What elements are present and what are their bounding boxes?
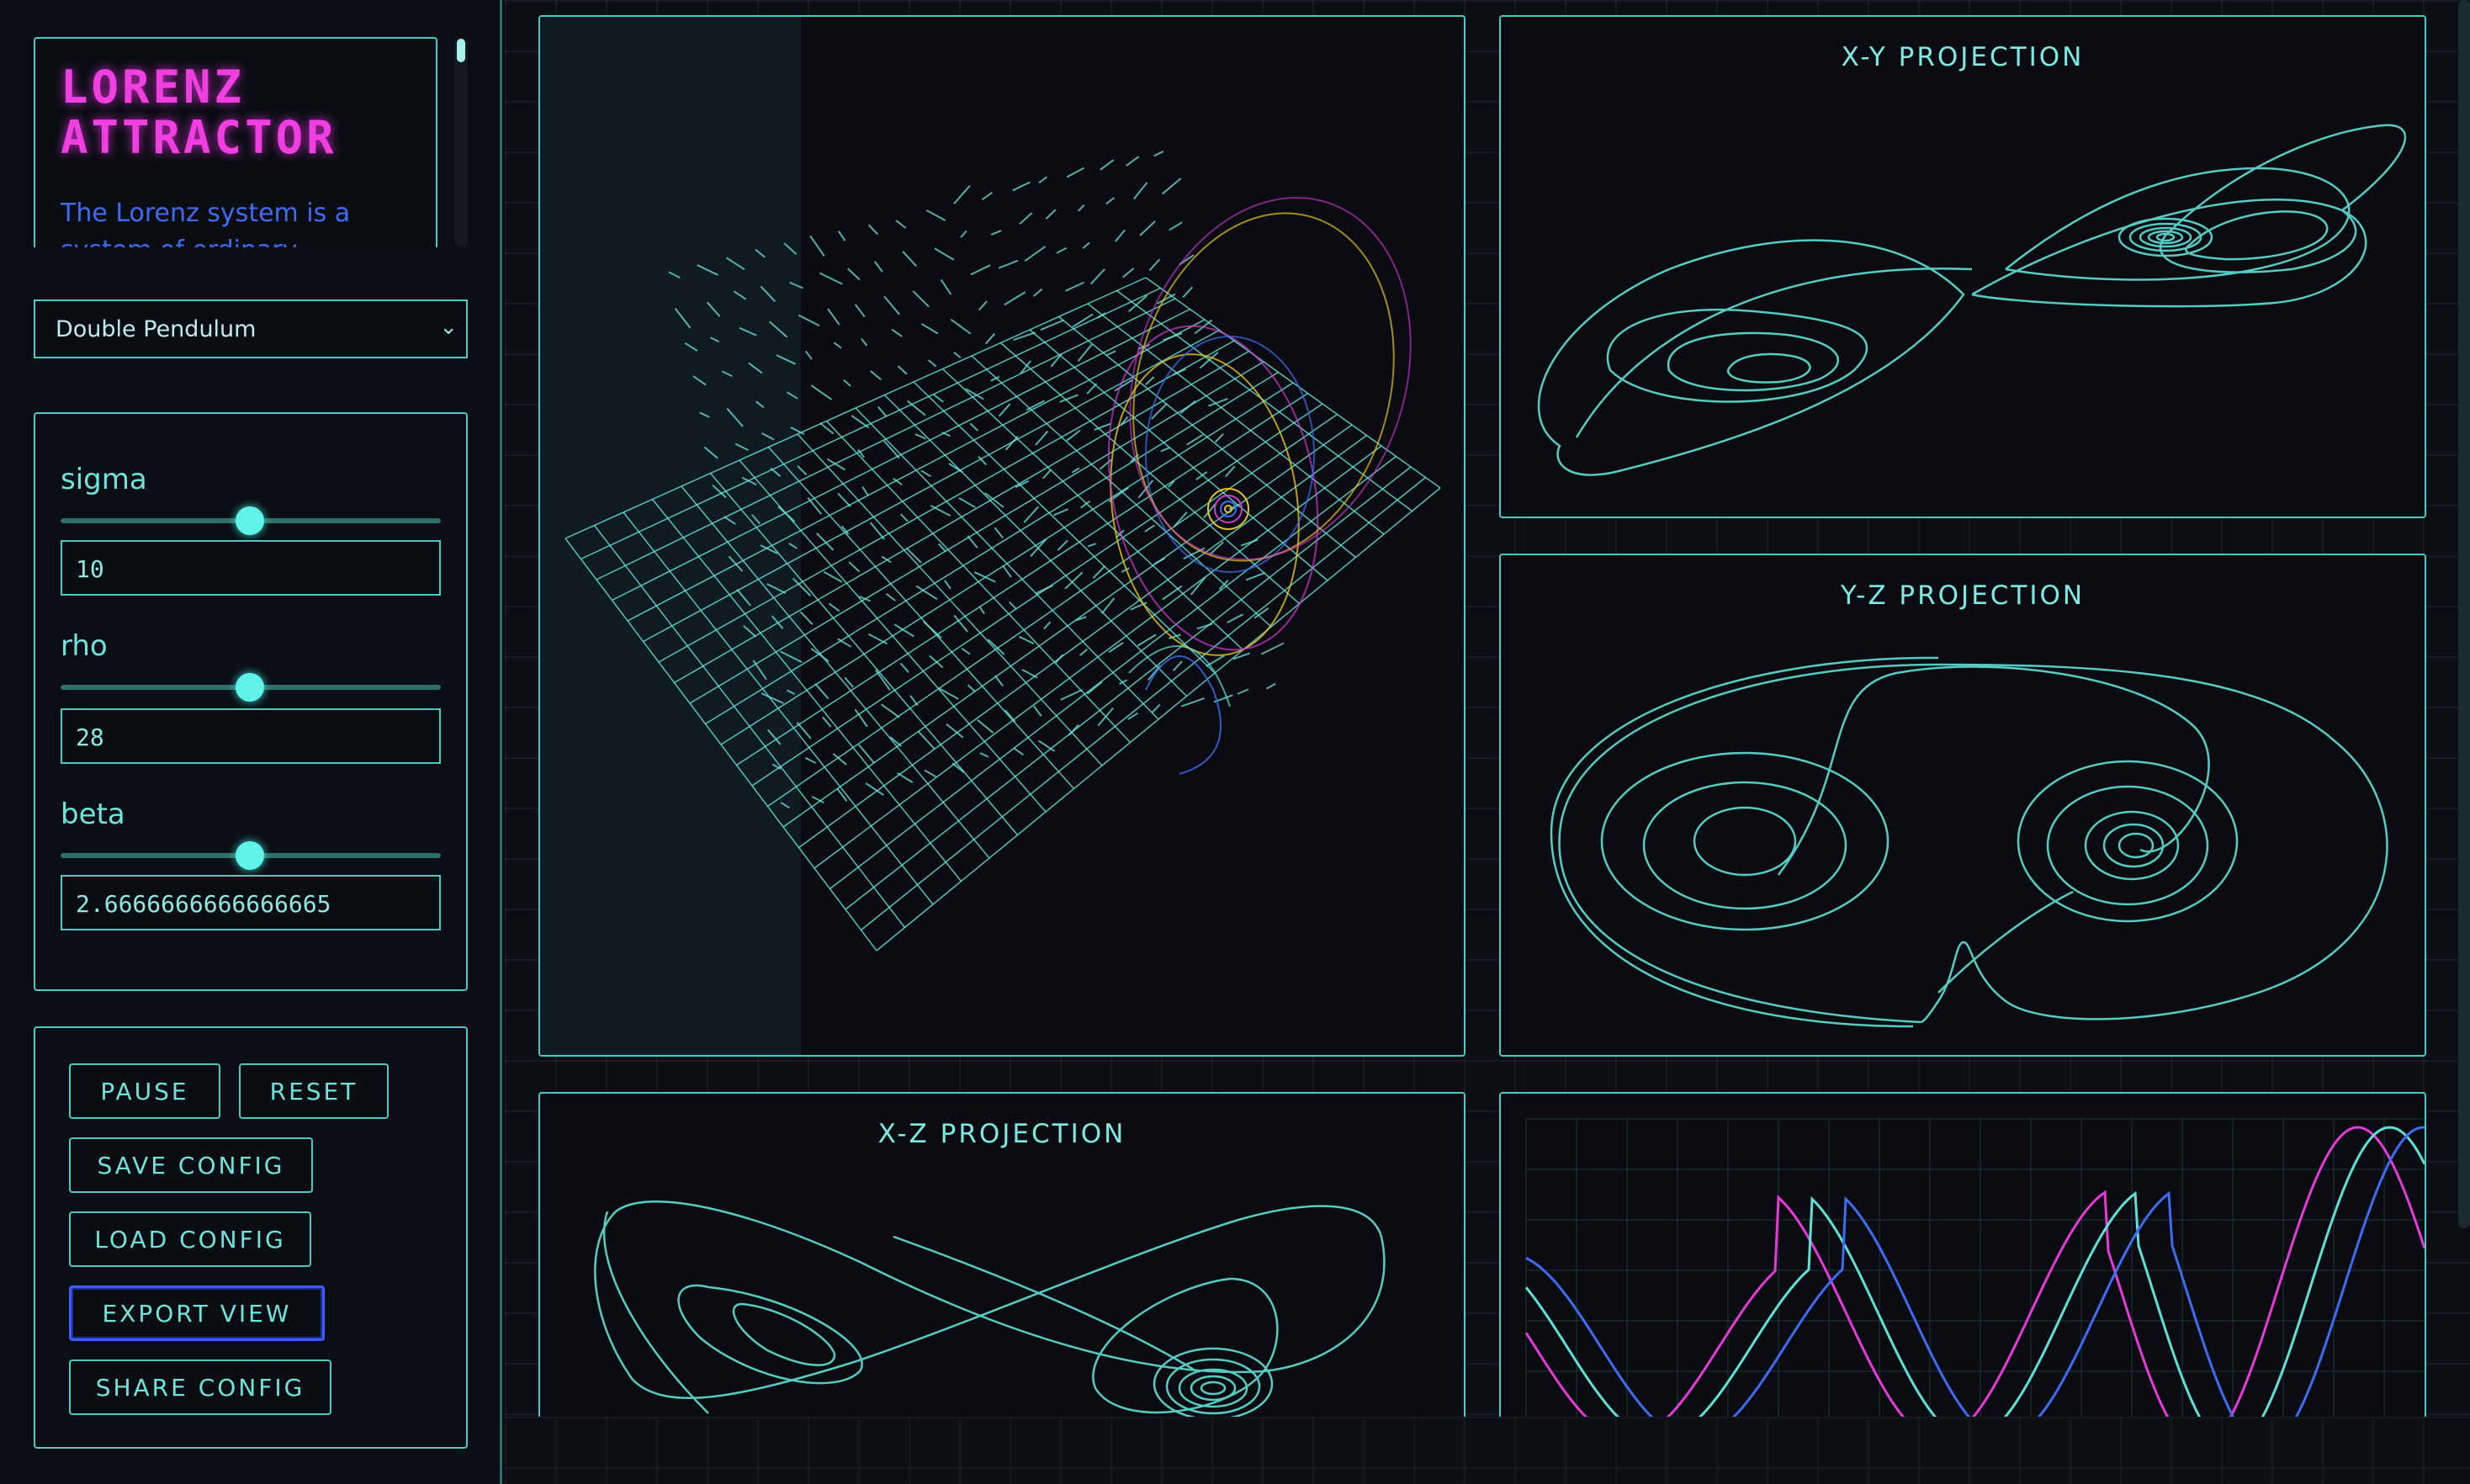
parameters-panel: sigma 10 rho 28 beta 2.6666666666666665 <box>34 412 468 991</box>
control-sidebar: LORENZ ATTRACTOR The Lorenz system is a … <box>0 0 502 1484</box>
yz-projection-canvas <box>1550 656 2388 1028</box>
3d-view-panel[interactable] <box>538 15 1466 1057</box>
view-shade <box>540 17 801 1055</box>
param-label-beta: beta <box>61 798 125 831</box>
xy-projection-panel[interactable]: X-Y PROJECTION <box>1499 15 2426 518</box>
vector-field <box>668 150 1285 809</box>
param-label-rho: rho <box>61 629 108 663</box>
3d-view-canvas[interactable] <box>540 17 1466 1057</box>
preset-selected-value: Double Pendulum <box>56 316 257 342</box>
rho-input[interactable]: 28 <box>61 708 441 764</box>
share-config-button[interactable]: SHARE CONFIG <box>69 1359 331 1415</box>
pause-button[interactable]: PAUSE <box>69 1063 220 1119</box>
info-scrollbar-thumb[interactable] <box>457 39 465 62</box>
beta-slider-thumb[interactable] <box>236 841 264 870</box>
sigma-input[interactable]: 10 <box>61 540 441 596</box>
beta-input-value: 2.6666666666666665 <box>76 890 331 918</box>
info-scrollbar[interactable] <box>454 37 468 247</box>
xz-projection-canvas <box>594 1200 1386 1421</box>
sigma-input-value: 10 <box>76 555 104 583</box>
chevron-down-icon: ⌄ <box>439 315 458 340</box>
attractor-trajectory <box>1107 197 1412 775</box>
bottom-strip <box>505 1417 2470 1484</box>
info-card[interactable]: LORENZ ATTRACTOR The Lorenz system is a … <box>34 37 437 247</box>
preset-select[interactable]: Double Pendulum ⌄ <box>34 299 468 358</box>
time-series-lines <box>1524 1126 2425 1449</box>
save-config-button[interactable]: SAVE CONFIG <box>69 1137 313 1193</box>
yz-projection-panel[interactable]: Y-Z PROJECTION <box>1499 554 2426 1057</box>
time-series-panel[interactable] <box>1499 1092 2426 1479</box>
actions-panel: PAUSE RESET SAVE CONFIG LOAD CONFIG EXPO… <box>34 1026 468 1449</box>
rho-input-value: 28 <box>76 723 104 751</box>
param-label-sigma: sigma <box>61 463 147 496</box>
sigma-slider-thumb[interactable] <box>236 506 264 535</box>
export-view-button[interactable]: EXPORT VIEW <box>69 1285 325 1341</box>
xy-projection-title: X-Y PROJECTION <box>1841 42 2085 72</box>
reset-button[interactable]: RESET <box>239 1063 389 1119</box>
xy-projection-canvas <box>1537 124 2407 476</box>
load-config-button[interactable]: LOAD CONFIG <box>69 1211 311 1267</box>
main-scrollbar[interactable] <box>2458 0 2470 1228</box>
beta-input[interactable]: 2.6666666666666665 <box>61 875 441 930</box>
app-description: The Lorenz system is a system of ordinar… <box>61 199 351 247</box>
xz-projection-panel[interactable]: X-Z PROJECTION <box>538 1092 1466 1479</box>
xz-projection-title: X-Z PROJECTION <box>877 1119 1126 1149</box>
yz-projection-title: Y-Z PROJECTION <box>1840 580 2086 611</box>
app-title: LORENZ ATTRACTOR <box>61 61 337 164</box>
rho-slider-thumb[interactable] <box>236 673 264 702</box>
